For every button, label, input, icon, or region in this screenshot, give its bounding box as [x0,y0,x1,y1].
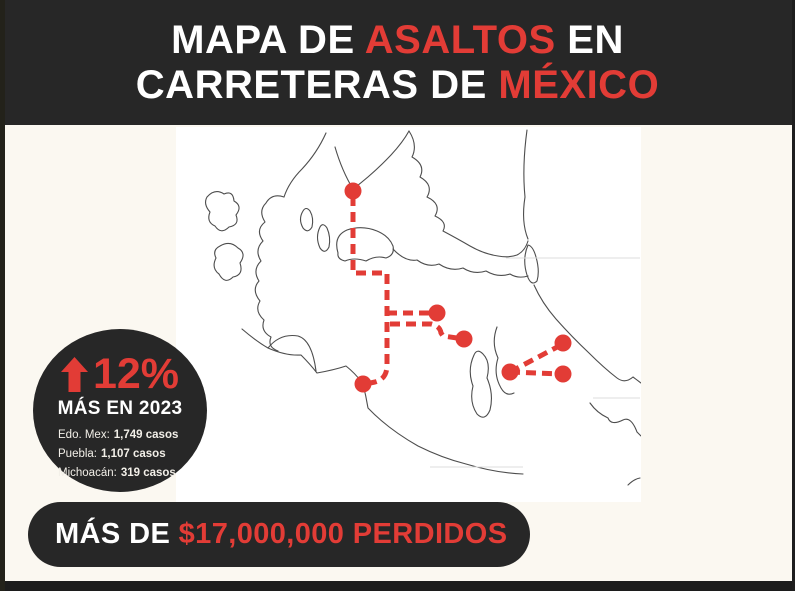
losses-prefix: MÁS DE [55,518,179,550]
assault-route [508,342,563,375]
losses-text: MÁS DE $17,000,000 PERDIDOS [55,518,507,551]
title-1-prefix: MAPA DE [171,17,365,62]
title-2-highlight: MÉXICO [498,62,660,107]
stat-row-puebla: Puebla: 1,107 casos [58,445,178,464]
stat-row-edomex: Edo. Mex: 1,749 casos [58,426,178,445]
title-banner: MAPA DE ASALTOS EN CARRETERAS DE MÉXICO [0,0,795,125]
assault-route [350,196,390,387]
right-page-edge [792,0,795,591]
assault-route [390,321,465,342]
stat-value: 1,749 casos [113,429,179,441]
title-1-highlight: ASALTOS [364,17,556,62]
stat-value: 1,107 casos [101,448,166,460]
title-2-prefix: CARRETERAS DE [135,62,499,107]
title-1-suffix: EN [555,17,624,62]
assault-route [509,369,562,377]
title-line-1: MAPA DE ASALTOS EN [171,18,624,63]
badge-subtitle: MÁS EN 2023 [57,398,183,419]
losses-banner: MÁS DE $17,000,000 PERDIDOS [28,502,530,567]
left-page-edge [0,0,5,591]
up-arrow-icon [60,356,88,392]
incident-dot [354,375,372,393]
stat-value: 319 casos [120,467,176,479]
incident-dot [554,365,572,383]
stat-label: Edo. Mex: [58,429,110,441]
state-boundaries [204,129,641,486]
incident-dot [428,304,446,322]
incident-dot [344,182,362,200]
mexico-map [176,127,641,502]
stat-row-michoacan: Michoacán: 319 casos [58,464,178,483]
badge-stats: Edo. Mex: 1,749 casos Puebla: 1,107 casos … [58,426,178,483]
title-line-2: CARRETERAS DE MÉXICO [136,63,659,108]
losses-highlight: $17,000,000 PERDIDOS [178,518,508,550]
stats-badge: 12% MÁS EN 2023 Edo. Mex: 1,749 casos Pue… [33,329,207,492]
stat-label: Michoacán: [58,467,117,479]
percent-value: 12% [92,350,180,398]
percent-row: 12% [60,350,180,398]
bottom-page-edge [0,581,795,591]
stat-label: Puebla: [58,448,98,460]
incident-dot [554,334,572,352]
incident-dot [455,330,473,348]
route-layer [344,182,572,393]
map-svg [204,129,641,486]
incident-dot [501,363,519,381]
